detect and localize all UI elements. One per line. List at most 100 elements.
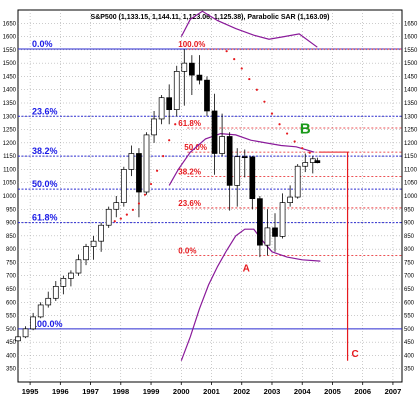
y-tick-label-right: 1600 — [404, 35, 418, 41]
candle-body — [166, 97, 173, 110]
parabolic-sar-dot — [131, 208, 134, 211]
y-tick-label-right: 450 — [404, 340, 415, 346]
candle-body — [189, 62, 195, 76]
annotation-c: C — [352, 349, 359, 360]
y-tick-label-right: 1650 — [404, 21, 418, 27]
candle-body — [279, 202, 286, 237]
fib-level-label-right: 0.0% — [178, 247, 196, 256]
parabolic-sar-dot — [270, 112, 274, 115]
candle-body — [45, 297, 52, 306]
y-tick-label-left: 1100 — [3, 167, 17, 173]
y-tick-label-right: 950 — [404, 207, 415, 213]
parabolic-sar-dot — [119, 217, 122, 220]
candle-body — [158, 97, 165, 120]
parabolic-sar-dot — [155, 169, 159, 172]
y-tick-label-left: 1600 — [3, 35, 17, 41]
y-tick-label-left: 1050 — [3, 181, 17, 187]
y-tick-label-left: 600 — [6, 300, 17, 306]
x-tick-label: 2000 — [173, 387, 190, 396]
candle-body — [294, 165, 301, 198]
parabolic-sar-dot — [308, 151, 311, 154]
y-tick-label-right: 1250 — [404, 128, 418, 134]
y-tick-label-right: 350 — [404, 367, 415, 373]
candle-body — [204, 79, 210, 112]
y-tick-label-left: 1250 — [3, 128, 17, 134]
y-tick-label-right: 1200 — [404, 141, 418, 147]
annotation-a: A — [243, 264, 250, 275]
x-tick-label: 2005 — [324, 387, 341, 396]
fib-level-label-right: 61.8% — [178, 119, 201, 128]
y-tick-label-left: 650 — [6, 287, 17, 293]
y-tick-label-left: 400 — [6, 353, 17, 359]
y-tick-label-right: 500 — [404, 327, 415, 333]
candle-body — [151, 118, 157, 136]
candle-body — [136, 153, 142, 193]
y-tick-label-left: 500 — [6, 327, 17, 333]
parabolic-sar-dot — [233, 58, 236, 61]
candle-body — [219, 136, 225, 154]
y-tick-label-left: 1500 — [3, 61, 17, 67]
annotation-b: B — [300, 121, 311, 138]
y-tick-label-right: 400 — [404, 353, 415, 359]
y-tick-label-right: 850 — [404, 234, 415, 240]
y-tick-label-right: 1350 — [404, 101, 418, 107]
x-tick-label: 2002 — [233, 387, 250, 396]
y-tick-label-left: 800 — [6, 247, 17, 253]
candle-body — [143, 134, 150, 193]
candle-body — [98, 224, 104, 242]
candle-body — [128, 153, 135, 170]
candle-body — [249, 156, 256, 200]
fib-level-label-left: 38.2% — [32, 146, 58, 156]
parabolic-sar-dot — [286, 132, 289, 135]
candle-body — [68, 272, 74, 279]
x-tick-label: 1997 — [82, 387, 99, 396]
parabolic-sar-dot — [143, 193, 147, 196]
fib-level-label-left: 23.6% — [32, 106, 58, 116]
parabolic-sar-dot — [137, 202, 141, 205]
y-tick-label-right: 1000 — [404, 194, 418, 200]
y-tick-label-right: 550 — [404, 314, 415, 320]
x-tick-label: 2001 — [203, 387, 220, 396]
y-tick-label-right: 1500 — [404, 61, 418, 67]
y-tick-label-right: 700 — [404, 274, 415, 280]
y-tick-label-left: 750 — [6, 260, 17, 266]
fib-level-label-right: 100.0% — [178, 40, 205, 49]
candle-body — [257, 198, 263, 246]
parabolic-sar-dot — [293, 140, 296, 143]
y-tick-label-left: 1200 — [3, 141, 17, 147]
parabolic-sar-dot — [248, 77, 251, 81]
fib-level-label-left: 0.0% — [32, 39, 53, 49]
y-tick-label-left: 1000 — [3, 194, 17, 200]
candle-body — [196, 74, 203, 81]
y-tick-label-right: 1450 — [404, 74, 418, 80]
candle-body — [37, 304, 44, 318]
y-tick-label-right: 600 — [404, 300, 415, 306]
fib-level-label-left: 100.0% — [32, 319, 63, 329]
fib-level-label-right: 23.6% — [178, 199, 201, 208]
y-tick-label-left: 550 — [6, 314, 17, 320]
candle-body — [181, 62, 188, 72]
y-tick-label-left: 850 — [6, 234, 17, 240]
candle-body — [211, 110, 218, 154]
candle-body — [15, 336, 21, 342]
y-tick-label-left: 1400 — [3, 88, 17, 94]
fib-level-label-right: 38.2% — [178, 168, 201, 177]
candle-body — [60, 278, 67, 287]
parabolic-sar-dot — [301, 147, 304, 150]
parabolic-sar-dot — [278, 123, 281, 126]
candle-body — [22, 328, 29, 338]
candle-body — [30, 316, 36, 330]
y-tick-label-left: 950 — [6, 207, 17, 213]
candle-body — [272, 227, 278, 237]
envelope-curve — [180, 228, 321, 361]
parabolic-sar-dot — [125, 213, 128, 216]
parabolic-sar-dot — [225, 50, 228, 53]
fib-level-label-left: 61.8% — [32, 213, 58, 223]
y-tick-label-left: 450 — [6, 340, 17, 346]
fib-level-label-left: 50.0% — [32, 179, 58, 189]
y-tick-label-right: 1550 — [404, 48, 418, 54]
parabolic-sar-dot — [149, 182, 153, 186]
y-tick-label-left: 700 — [6, 274, 17, 280]
